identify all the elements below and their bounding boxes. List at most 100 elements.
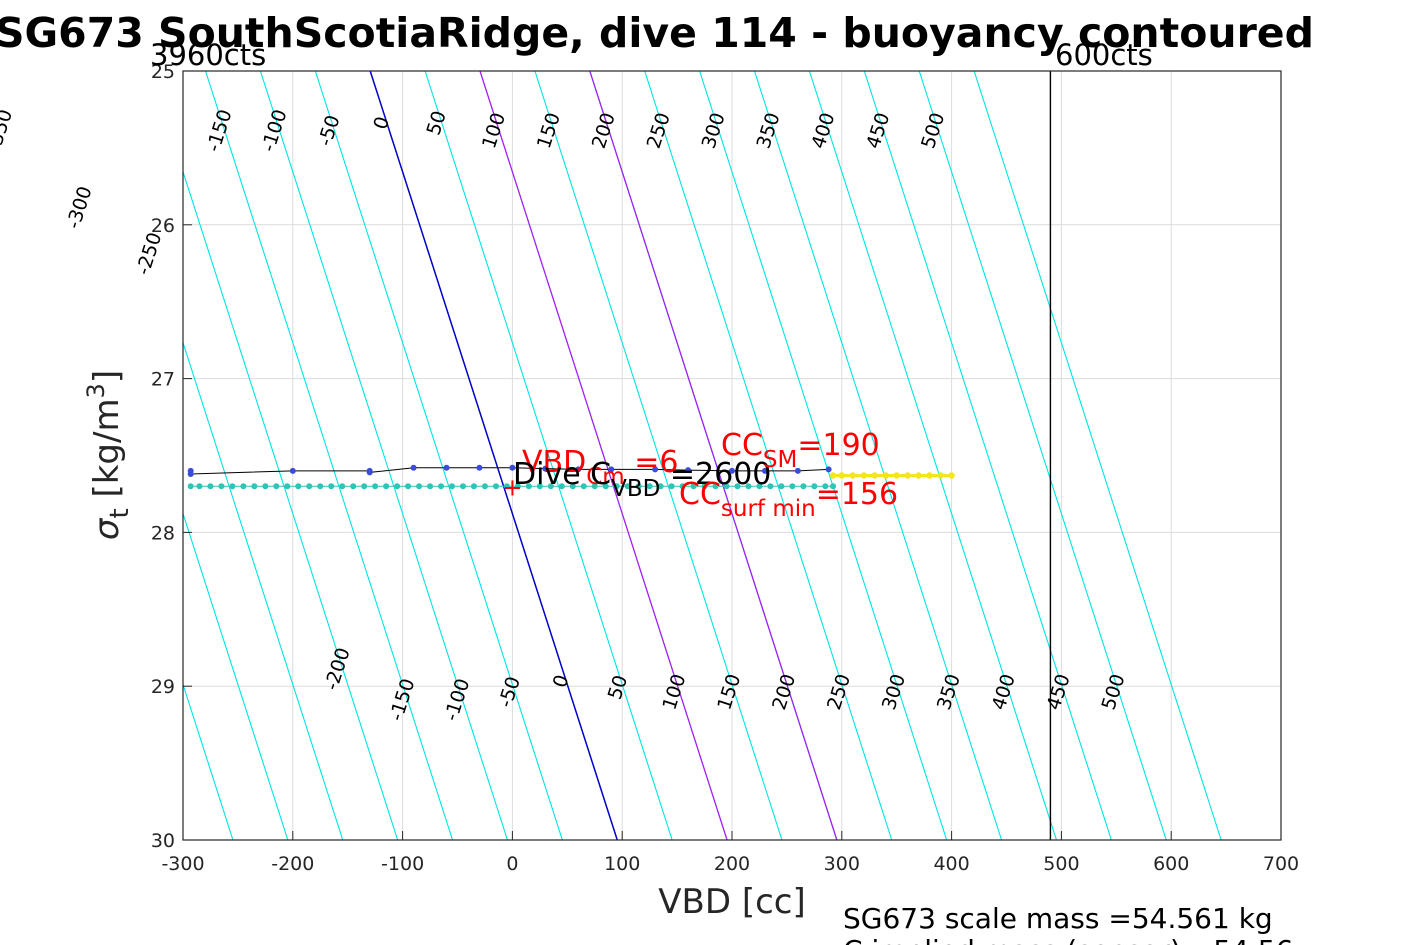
y-tick-label: 30 bbox=[151, 830, 175, 852]
cc-sm-annotation: CCSM=190 bbox=[721, 428, 880, 473]
dive-data-point bbox=[410, 464, 417, 471]
y-axis-label: σt [kg/m3] bbox=[82, 370, 135, 540]
climb-data-point bbox=[734, 483, 741, 490]
climb-data-point bbox=[262, 483, 269, 490]
climb-data-point bbox=[470, 483, 477, 490]
contour-label-top: -250 bbox=[132, 230, 166, 278]
surface-data-point bbox=[904, 472, 911, 479]
climb-data-point bbox=[383, 483, 390, 490]
surface-data-point bbox=[838, 472, 845, 479]
buoyancy-contours bbox=[183, 71, 1222, 840]
climb-data-point bbox=[525, 483, 532, 490]
cc-surf-min-annotation: CCsurf min=156 bbox=[679, 477, 898, 522]
climb-data-point bbox=[372, 483, 379, 490]
surface-data-point bbox=[948, 472, 955, 479]
vbd-cm-annotation-sub: Cm bbox=[586, 464, 624, 490]
climb-data-point bbox=[295, 483, 302, 490]
vbd-cm-annotation-main: VBD bbox=[522, 445, 586, 480]
climb-data-point bbox=[229, 483, 236, 490]
x-axis-label: VBD [cc] bbox=[658, 882, 806, 922]
dive-data-point bbox=[825, 466, 832, 473]
climb-data-point bbox=[679, 483, 686, 490]
climb-data-point bbox=[492, 483, 499, 490]
climb-data-point bbox=[394, 483, 401, 490]
buoyancy-contour-line bbox=[808, 71, 1057, 840]
y-tick-label: 28 bbox=[151, 522, 175, 544]
climb-data-point bbox=[778, 483, 785, 490]
climb-data-point bbox=[240, 483, 247, 490]
vbd-neutral-marker: + bbox=[502, 473, 522, 501]
surface-data-point bbox=[860, 472, 867, 479]
x-tick-label: -200 bbox=[271, 853, 314, 875]
climb-data-point bbox=[218, 483, 225, 490]
buoyancy-contour-line bbox=[918, 71, 1167, 840]
buoyancy-contour-line bbox=[699, 71, 948, 840]
dive-data-point bbox=[476, 464, 483, 471]
vbd-cm-annotation: VBDCm =6 bbox=[522, 445, 678, 490]
buoyancy-contour-limit-line bbox=[589, 71, 838, 840]
climb-data-point bbox=[624, 483, 631, 490]
footer-scale-mass: SG673 scale mass =54.561 kg bbox=[843, 902, 1273, 935]
dive-data-point bbox=[794, 467, 801, 474]
dive-data-point bbox=[652, 466, 659, 473]
dive-data-point bbox=[187, 470, 194, 477]
x-axis-ticks: -300 -200 -100 0 100 200 300 400 500 600 700 bbox=[161, 831, 1299, 875]
x-tick-label: 400 bbox=[933, 853, 969, 875]
surface-data-point bbox=[937, 472, 944, 479]
contour-label-top: -300 bbox=[62, 184, 96, 232]
climb-data-point bbox=[800, 483, 807, 490]
climb-data-point bbox=[701, 483, 708, 490]
climb-data-point bbox=[558, 483, 565, 490]
y-tick-label: 29 bbox=[151, 676, 175, 698]
cc-sm-annotation-sub: SM bbox=[763, 447, 797, 473]
surface-data-point bbox=[926, 472, 933, 479]
climb-data-point bbox=[273, 483, 280, 490]
climb-data-point bbox=[317, 483, 324, 490]
dive-cvbd-annotation: Dive CVBD =2600 bbox=[513, 457, 771, 502]
buoyancy-contour-line bbox=[534, 71, 783, 840]
y-axis-label-close: ] bbox=[87, 370, 127, 383]
cc-surf-min-annotation-value: =156 bbox=[816, 477, 898, 512]
surface-data-point bbox=[882, 472, 889, 479]
climb-data-point bbox=[459, 483, 466, 490]
surface-data-point bbox=[871, 472, 878, 479]
dive-data-point bbox=[542, 465, 549, 472]
y-tick-label: 27 bbox=[151, 369, 175, 391]
climb-data-point bbox=[547, 483, 554, 490]
x-tick-label: 500 bbox=[1043, 853, 1079, 875]
climb-data-point bbox=[405, 483, 412, 490]
dive-data-point bbox=[289, 467, 296, 474]
buoyancy-contour-line bbox=[204, 71, 454, 840]
climb-data-point bbox=[503, 483, 510, 490]
dive-data-point bbox=[685, 467, 692, 474]
x-tick-label: 200 bbox=[714, 853, 750, 875]
climb-data-point bbox=[187, 483, 194, 490]
x-tick-label: 600 bbox=[1153, 853, 1189, 875]
climb-data-point bbox=[196, 483, 203, 490]
climb-data-point bbox=[284, 483, 291, 490]
climb-data-point bbox=[723, 483, 730, 490]
climb-data-point bbox=[416, 483, 423, 490]
x-tick-label: -300 bbox=[161, 853, 204, 875]
surface-data-point bbox=[915, 472, 922, 479]
climb-data-point bbox=[745, 483, 752, 490]
climb-data-point bbox=[569, 483, 576, 490]
dive-cvbd-annotation-sub: VBD bbox=[611, 476, 660, 502]
x-tick-label: 100 bbox=[604, 853, 640, 875]
x-tick-label: -100 bbox=[381, 853, 424, 875]
cc-sm-annotation-value: =190 bbox=[797, 428, 879, 463]
y-axis-label-symbol: σ bbox=[87, 517, 127, 540]
neutral-buoyancy-contour bbox=[369, 71, 618, 840]
climb-data-point bbox=[635, 483, 642, 490]
buoyancy-contour-limit-line bbox=[479, 71, 728, 840]
y-axis-ticks: 25 26 27 28 29 30 bbox=[151, 61, 192, 852]
dive-data-point bbox=[729, 467, 735, 474]
climb-data-point bbox=[789, 483, 796, 490]
climb-data-point bbox=[613, 483, 620, 490]
dive-cvbd-annotation-main: Dive C bbox=[513, 457, 611, 492]
buoyancy-contour-line bbox=[424, 71, 673, 840]
buoyancy-contour-line bbox=[314, 71, 563, 840]
y-tick-label: 25 bbox=[151, 61, 175, 83]
